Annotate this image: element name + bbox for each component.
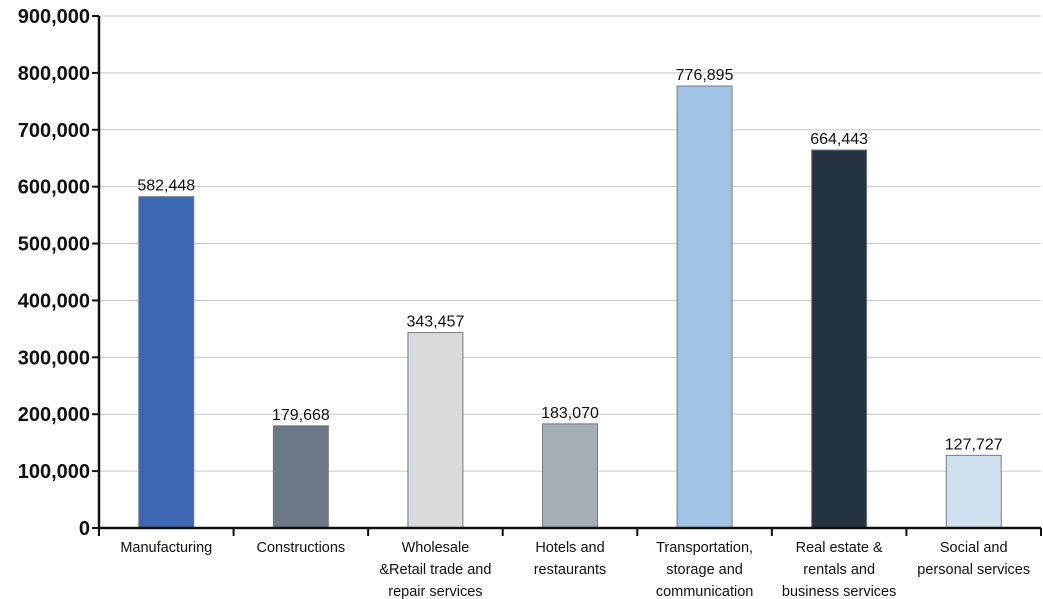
y-tick-label: 800,000 [18, 63, 90, 85]
bar [138, 196, 195, 529]
x-tick-label-line: Real estate & [796, 540, 883, 556]
data-label: 664,443 [810, 131, 868, 148]
y-tick-label: 600,000 [18, 177, 90, 199]
bar [945, 454, 1002, 529]
bar [811, 149, 868, 529]
x-tick-label-line: business services [782, 584, 896, 599]
x-tick-label-line: Manufacturing [120, 540, 212, 556]
x-tick-label: Constructions [257, 540, 346, 556]
x-tick-label: Manufacturing [120, 540, 212, 556]
data-label: 127,727 [945, 436, 1003, 453]
data-labels: 582,448 179,668 343,457 183,070 776,895 664,4… [137, 67, 1002, 453]
data-label: 343,457 [407, 314, 465, 331]
y-tick-label: 100,000 [18, 461, 90, 483]
gridlines [99, 15, 1041, 472]
x-tick-label-line: rentals and [803, 562, 875, 578]
bar [407, 332, 464, 529]
x-tick-label: Transportation, storage and communication [656, 540, 754, 599]
x-tick-label-line: Hotels and [535, 540, 604, 556]
x-tick-labels: Manufacturing Constructions Wholesale &Reta… [120, 540, 1030, 599]
y-tick-label: 0 [79, 518, 90, 540]
data-label: 183,070 [541, 405, 599, 422]
bar [676, 85, 733, 529]
bar [272, 425, 329, 529]
x-tick-label-line: personal services [917, 562, 1030, 578]
y-tick-label: 300,000 [18, 347, 90, 369]
x-tick-label: Wholesale &Retail trade and repair service… [379, 540, 491, 599]
y-tick-labels: 0 100,000 200,000 300,000 400,000 500,000 600,… [18, 6, 90, 540]
x-tick-label: Social and personal services [917, 540, 1030, 578]
x-tick-label: Real estate & rentals and business service… [782, 540, 896, 599]
y-tick-label: 400,000 [18, 290, 90, 312]
x-tick-label-line: Constructions [257, 540, 346, 556]
y-tick-label: 700,000 [18, 120, 90, 142]
y-tick-label: 200,000 [18, 404, 90, 426]
data-label: 179,668 [272, 407, 330, 424]
x-tick-label-line: Transportation, [656, 540, 753, 556]
x-tick-label-line: communication [656, 584, 754, 599]
x-tick-label-line: storage and [666, 562, 743, 578]
bars [138, 85, 1002, 529]
data-label: 776,895 [676, 67, 734, 84]
x-tick-label-line: Wholesale [402, 540, 470, 556]
x-tick-label-line: &Retail trade and [379, 562, 491, 578]
x-tick-label-line: Social and [940, 540, 1008, 556]
data-label: 582,448 [137, 178, 195, 195]
x-tick-label-line: restaurants [534, 562, 607, 578]
axes [92, 15, 1042, 536]
y-tick-label: 500,000 [18, 234, 90, 256]
bar [542, 423, 598, 529]
x-tick-label: Hotels and restaurants [534, 540, 607, 578]
y-tick-label: 900,000 [18, 6, 90, 28]
x-tick-label-line: repair services [388, 584, 482, 599]
